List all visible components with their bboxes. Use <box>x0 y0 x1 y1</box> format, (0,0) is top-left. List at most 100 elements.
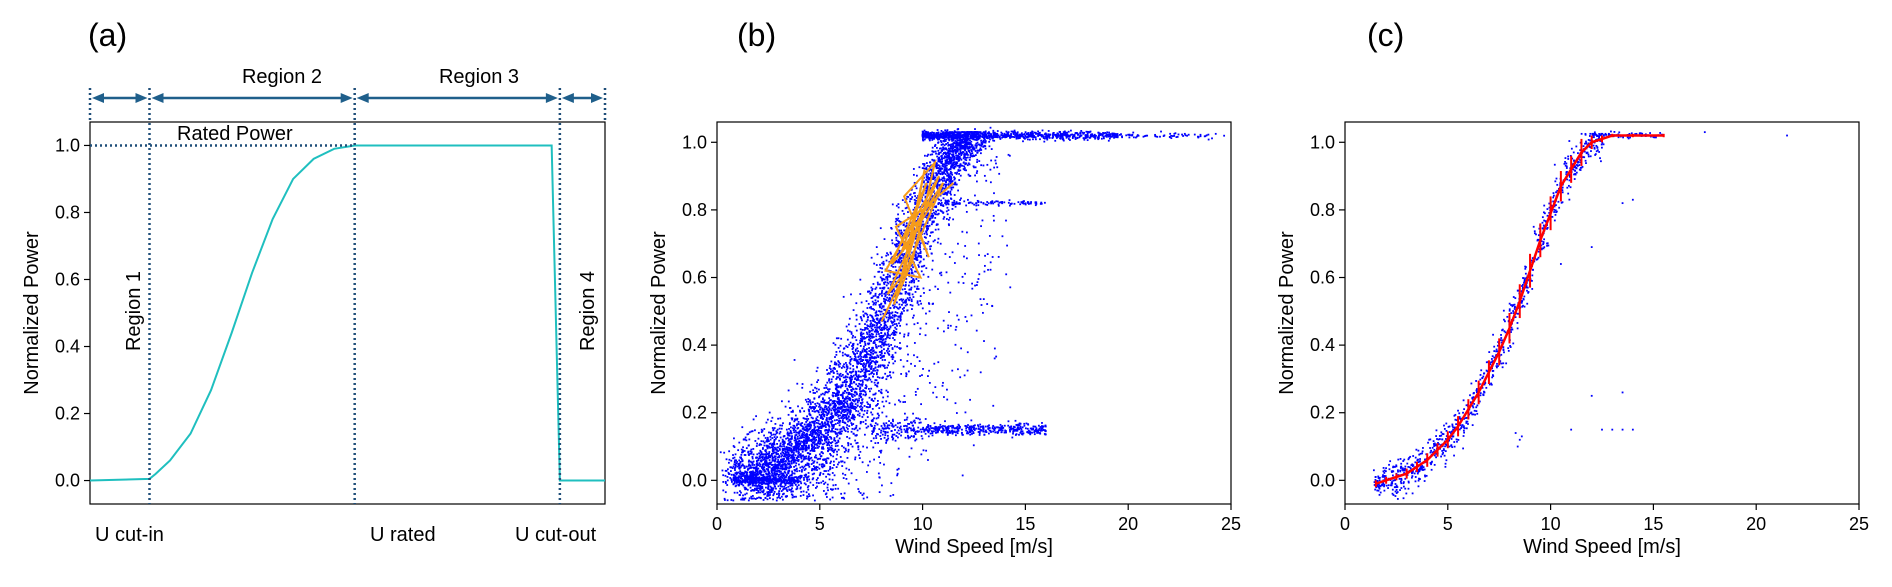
panel-b-point <box>956 150 959 153</box>
panel-b-point <box>982 139 985 142</box>
panel-b-point <box>923 163 926 165</box>
panel-b-point <box>927 178 930 180</box>
panel-b-point <box>872 303 875 306</box>
panel-b-point <box>732 454 734 456</box>
panel-b-point <box>818 438 820 440</box>
panel-b-point <box>884 300 886 303</box>
panel-b-point <box>742 446 744 449</box>
panel-b-point <box>852 374 855 377</box>
panel-b-point <box>797 421 800 423</box>
panel-b-point <box>750 472 753 474</box>
panel-b-point <box>858 397 861 400</box>
panel-b-point <box>949 175 951 178</box>
panel-b-point <box>882 312 885 315</box>
panel-b-point <box>877 296 880 299</box>
panel-b-point <box>965 145 968 148</box>
panel-b-point <box>960 151 963 154</box>
panel-b-point <box>890 252 892 255</box>
panel-b-point <box>906 345 909 348</box>
panel-b-point <box>908 284 910 287</box>
panel-b-point <box>848 410 851 413</box>
panel-b-point <box>886 320 889 323</box>
panel-b-point <box>829 462 832 465</box>
panel-b-point <box>951 149 954 152</box>
panel-b-point <box>948 150 951 152</box>
panel-b-point <box>802 427 805 430</box>
panel-b-point <box>852 309 855 312</box>
panel-b-point <box>790 455 793 458</box>
panel-b-point <box>874 314 877 317</box>
panel-b-point <box>913 354 915 357</box>
panel-b-point <box>807 423 810 425</box>
panel-b-point <box>811 410 814 412</box>
panel-b-point <box>823 415 826 418</box>
panel-b-point <box>868 364 871 367</box>
panel-b-point <box>780 495 783 498</box>
panel-b-point <box>807 400 810 403</box>
panel-b-point <box>776 496 779 499</box>
panel-b-point <box>839 431 842 433</box>
panel-b-point <box>817 422 820 425</box>
panel-b-point <box>813 447 816 450</box>
panel-b-point <box>862 374 865 377</box>
panel-b-point <box>777 459 780 461</box>
panel-b-point <box>793 359 796 361</box>
panel-b-point <box>758 452 760 455</box>
panel-b-point <box>877 270 880 273</box>
panel-b-point <box>820 427 823 430</box>
panel-b-point <box>730 499 733 501</box>
panel-b-point <box>762 440 765 443</box>
panel-b-point <box>821 433 823 436</box>
panel-b-point <box>772 475 775 478</box>
panel-b-point <box>886 334 889 337</box>
panel-b-point <box>854 336 857 339</box>
panel-b-point <box>816 432 818 435</box>
panel-b-point <box>915 199 918 202</box>
panel-b-point <box>815 478 818 481</box>
panel-b-point <box>875 333 878 335</box>
panel-b-point <box>963 169 966 171</box>
panel-b-point <box>839 350 841 353</box>
panel-b-point <box>871 418 874 421</box>
panel-b-point <box>736 461 738 463</box>
panel-b-point <box>950 143 953 146</box>
panel-b-point <box>754 471 757 474</box>
panel-b-point <box>892 272 895 275</box>
panel-b-point <box>952 164 955 167</box>
panel-b-point <box>765 421 768 424</box>
panel-b-point <box>863 363 866 366</box>
panel-b-point <box>759 485 762 487</box>
panel-b-point <box>824 424 827 426</box>
panel-b-point <box>883 300 885 303</box>
panel-b-point <box>866 327 869 330</box>
panel-b-point <box>854 434 857 437</box>
panel-b-point <box>877 364 880 367</box>
panel-b-point <box>899 221 902 223</box>
panel-b-point <box>818 445 820 448</box>
panel-b-point <box>730 470 732 472</box>
panel-b-point <box>780 455 783 458</box>
panel-b-point <box>803 482 806 485</box>
panel-b-point <box>797 460 800 462</box>
panel-b-point <box>880 327 883 329</box>
panel-b-point <box>846 346 849 348</box>
panel-b-point <box>884 281 887 284</box>
panel-b-point <box>872 352 875 355</box>
panel-b-point <box>934 213 937 215</box>
panel-b-point <box>815 417 818 420</box>
panel-b-point <box>803 423 806 426</box>
panel-b-point <box>831 447 834 450</box>
panel-b-point <box>909 296 911 299</box>
panel-b-point <box>912 266 914 269</box>
panel-b-point <box>730 481 733 483</box>
panel-b-point <box>855 372 858 375</box>
panel-b-point <box>889 251 892 254</box>
panel-b-point <box>914 185 917 187</box>
panel-b-point <box>902 301 905 304</box>
panel-b-point <box>940 160 943 163</box>
panel-b-point <box>783 458 786 460</box>
panel-b-point <box>851 370 854 373</box>
panel-b-point <box>771 469 774 472</box>
panel-b-point <box>902 244 904 246</box>
panel-b-point <box>822 443 824 446</box>
